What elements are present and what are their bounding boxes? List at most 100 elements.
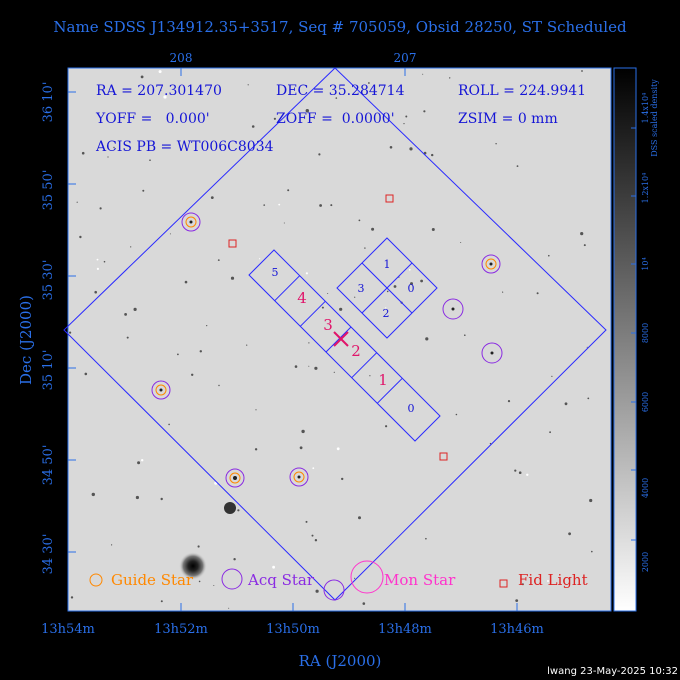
background-star (191, 373, 194, 376)
background-star (460, 242, 462, 243)
background-star (526, 473, 529, 476)
star-field (69, 70, 593, 609)
background-star (327, 293, 329, 294)
background-star (564, 402, 568, 406)
colorbar-ticks (631, 127, 636, 541)
background-star (305, 109, 309, 113)
background-star (341, 477, 344, 481)
background-star (358, 219, 361, 222)
background-star (237, 509, 240, 512)
background-star (230, 276, 235, 280)
galaxy (224, 502, 236, 514)
info-ra: RA = 207.301470 (96, 83, 222, 99)
background-star (113, 146, 115, 149)
y-tick-label: 35 30' (41, 260, 56, 301)
colorbar-tick-label: 1.4x10⁴ (641, 93, 650, 124)
legend-fid-label: Fid Light (518, 571, 588, 589)
y-tick-label: 34 50' (41, 445, 56, 486)
background-star (308, 365, 310, 367)
background-star (409, 147, 413, 151)
background-star (272, 565, 275, 569)
colorbar-tick-label: 4000 (641, 478, 650, 498)
background-star (213, 585, 215, 586)
background-star (217, 259, 220, 261)
background-star (587, 397, 590, 400)
legend-guide-icon (89, 573, 103, 587)
ccd-label-i2: 2 (383, 307, 390, 320)
top-tick-label: 207 (394, 51, 417, 65)
background-star (358, 516, 361, 520)
background-star (339, 307, 343, 311)
background-star (362, 602, 366, 605)
acis-s-array (248, 249, 441, 442)
background-star (371, 227, 375, 231)
background-star (321, 306, 324, 309)
background-star (393, 285, 397, 288)
background-star (133, 307, 137, 311)
background-star (247, 84, 249, 86)
background-star (160, 497, 163, 501)
x-axis-label: RA (J2000) (299, 652, 382, 670)
background-star (431, 153, 434, 157)
ccd-label-s0: 0 (408, 402, 415, 415)
ccd-label-i0: 0 (408, 282, 415, 295)
legend-mon-label: Mon Star (384, 571, 456, 589)
background-star (305, 520, 308, 523)
fid-lights (228, 194, 448, 461)
background-star (254, 448, 258, 451)
background-star (259, 258, 261, 260)
background-star (586, 346, 588, 348)
background-star (70, 596, 74, 599)
background-star (314, 366, 318, 370)
y-axis-label: Dec (J2000) (17, 295, 35, 385)
background-star (516, 165, 519, 168)
background-star (489, 442, 492, 445)
background-star (589, 498, 593, 503)
background-star (364, 247, 366, 249)
info-dec: DEC = 35.284714 (276, 83, 405, 99)
background-star (76, 201, 78, 203)
x-tick-label: 13h50m (266, 622, 320, 637)
x-tick-label: 13h54m (41, 622, 95, 637)
background-star (299, 446, 303, 450)
background-star (548, 254, 550, 257)
background-star (455, 413, 458, 416)
background-star (142, 189, 145, 192)
background-star (495, 143, 497, 145)
tick-marks (67, 68, 518, 611)
background-star (160, 89, 162, 91)
background-star (160, 600, 163, 603)
background-star (549, 431, 551, 434)
ccd-label-i1: 1 (384, 258, 391, 271)
background-star (278, 203, 281, 206)
x-tick-label: 13h46m (490, 622, 544, 637)
background-star (423, 110, 426, 113)
plot-title: Name SDSS J134912.35+3517, Seq # 705059,… (53, 18, 627, 36)
background-star (273, 117, 276, 120)
background-star (425, 337, 429, 341)
background-star (515, 599, 519, 602)
background-star (141, 459, 144, 462)
background-star (168, 423, 170, 426)
ccd-label-s5: 5 (272, 266, 279, 279)
background-star (518, 471, 522, 475)
legend-acq-label: Acq Star (247, 571, 315, 589)
background-star (135, 495, 139, 500)
ccd-label-s4: 4 (297, 289, 307, 307)
background-star (163, 95, 167, 99)
colorbar-tick-label: 2000 (641, 552, 650, 572)
background-star (130, 246, 132, 248)
background-star (96, 258, 99, 261)
background-star (422, 73, 424, 75)
background-star (69, 331, 72, 334)
background-star (502, 291, 504, 293)
background-star (354, 296, 356, 298)
background-star (385, 307, 387, 309)
background-star (580, 232, 584, 236)
background-star (126, 336, 129, 339)
y-tick-label: 35 10' (41, 350, 56, 391)
background-star (210, 196, 214, 200)
background-star (389, 146, 393, 149)
background-star (425, 537, 427, 540)
background-star (405, 115, 408, 118)
